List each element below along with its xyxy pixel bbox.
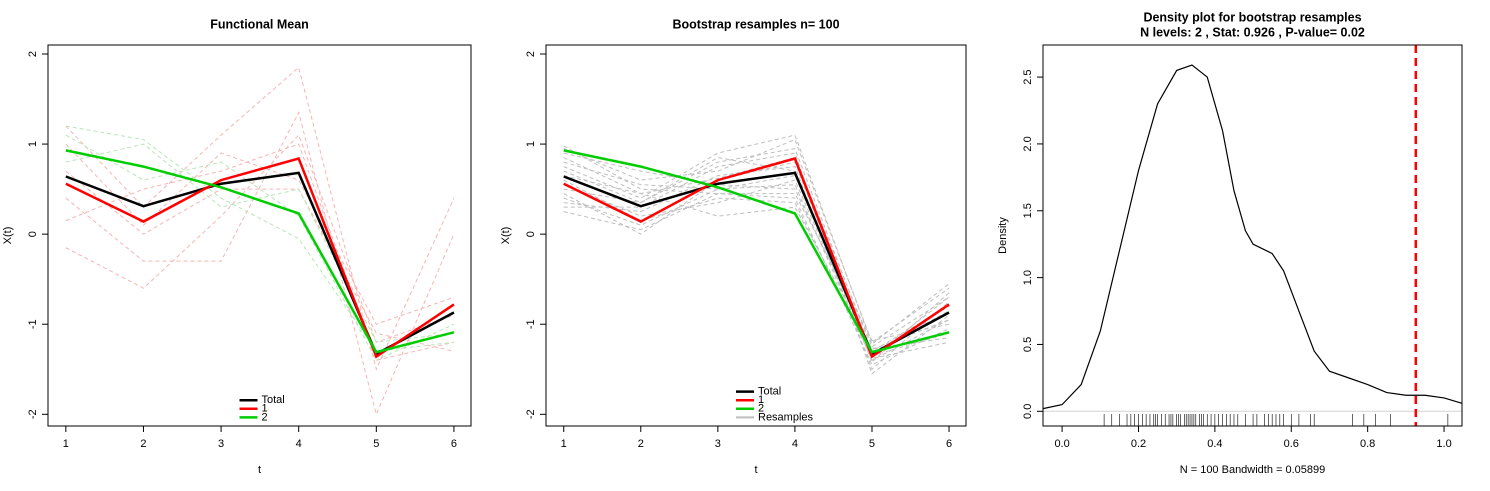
x-tick-label: 6 xyxy=(451,438,457,450)
legend-label: Total xyxy=(262,394,285,406)
x-tick-label: 5 xyxy=(869,438,875,450)
observation-curve xyxy=(65,66,455,371)
legend-label: Resamples xyxy=(758,411,814,423)
y-tick-label: 2.0 xyxy=(1022,136,1034,151)
x-tick-label: 0.0 xyxy=(1054,438,1069,450)
x-tick-label: 6 xyxy=(946,438,952,450)
y-tick-label: -2 xyxy=(27,409,39,419)
legend-label: 2 xyxy=(758,403,764,415)
resample-curve xyxy=(563,161,950,363)
chart-title: Bootstrap resamples n= 100 xyxy=(672,17,839,31)
mean-line xyxy=(563,149,950,354)
x-tick-label: 3 xyxy=(715,438,721,450)
y-tick-label: -1 xyxy=(525,319,537,329)
x-tick-label: 2 xyxy=(140,438,146,450)
resample-curve xyxy=(563,156,950,348)
mean-line xyxy=(563,156,950,359)
x-tick-label: 4 xyxy=(296,438,302,450)
chart-subtitle: N levels: 2 , Stat: 0.926 , P-value= 0.0… xyxy=(1140,25,1365,39)
x-axis-label: t xyxy=(754,464,757,476)
observation-curve xyxy=(65,170,455,352)
resample-curve xyxy=(563,175,950,350)
legend-label: 1 xyxy=(758,394,764,406)
resample-curve xyxy=(563,161,950,354)
x-tick-label: 1 xyxy=(561,438,567,450)
y-axis-label: X(t) xyxy=(2,227,14,245)
x-tick-label: 2 xyxy=(638,438,644,450)
y-tick-label: 0.0 xyxy=(1022,404,1034,419)
observation-curve xyxy=(65,143,454,343)
mean-line xyxy=(65,149,455,354)
legend-label: 1 xyxy=(262,403,268,415)
x-axis-label: t xyxy=(258,464,261,476)
x-tick-label: 0.2 xyxy=(1131,438,1146,450)
x-tick-label: 0.6 xyxy=(1284,438,1299,450)
resample-curve xyxy=(563,152,950,375)
y-tick-label: 0 xyxy=(27,231,39,237)
resample-curve xyxy=(563,145,950,341)
observation-curve xyxy=(65,143,455,325)
x-tick-label: 0.8 xyxy=(1360,438,1375,450)
y-tick-label: 1.5 xyxy=(1022,203,1034,218)
y-axis-label: Density xyxy=(997,217,1009,254)
observation-curve xyxy=(65,111,455,416)
plot-frame xyxy=(545,44,967,427)
resample-curve xyxy=(563,184,950,361)
x-tick-label: 1.0 xyxy=(1436,438,1451,450)
y-tick-label: 0 xyxy=(525,231,537,237)
x-tick-label: 0.4 xyxy=(1207,438,1222,450)
observation-curve xyxy=(65,134,455,343)
y-axis-label: X(t) xyxy=(500,227,512,245)
y-tick-label: 0.5 xyxy=(1022,337,1034,352)
y-tick-label: 1 xyxy=(525,141,537,147)
legend-label: 2 xyxy=(262,411,268,423)
x-tick-label: 4 xyxy=(792,438,798,450)
legend-label: Total xyxy=(758,386,781,398)
y-tick-label: 2.5 xyxy=(1022,69,1034,84)
resample-curve xyxy=(563,166,950,371)
y-tick-label: -2 xyxy=(525,409,537,419)
resample-curve xyxy=(563,134,950,345)
y-tick-label: 2 xyxy=(525,51,537,57)
chart-title: Functional Mean xyxy=(210,17,309,31)
resample-curve xyxy=(563,157,950,358)
resample-curve xyxy=(563,193,950,366)
resample-curve xyxy=(563,152,950,351)
chart-title: Density plot for bootstrap resamples xyxy=(1143,10,1361,24)
observation-curve xyxy=(65,134,455,361)
y-tick-label: 2 xyxy=(27,51,39,57)
observation-curve xyxy=(65,143,455,361)
plot-frame xyxy=(1042,44,1463,427)
y-tick-label: -1 xyxy=(27,319,39,329)
x-tick-label: 3 xyxy=(218,438,224,450)
plot-frame xyxy=(47,44,472,427)
resample-curve xyxy=(563,138,950,344)
density-curve xyxy=(1042,64,1463,410)
x-tick-label: 1 xyxy=(63,438,69,450)
y-tick-label: 1 xyxy=(27,141,39,147)
x-tick-label: 5 xyxy=(373,438,379,450)
y-tick-label: 1.0 xyxy=(1022,270,1034,285)
x-axis-label: N = 100 Bandwidth = 0.05899 xyxy=(1180,464,1326,476)
